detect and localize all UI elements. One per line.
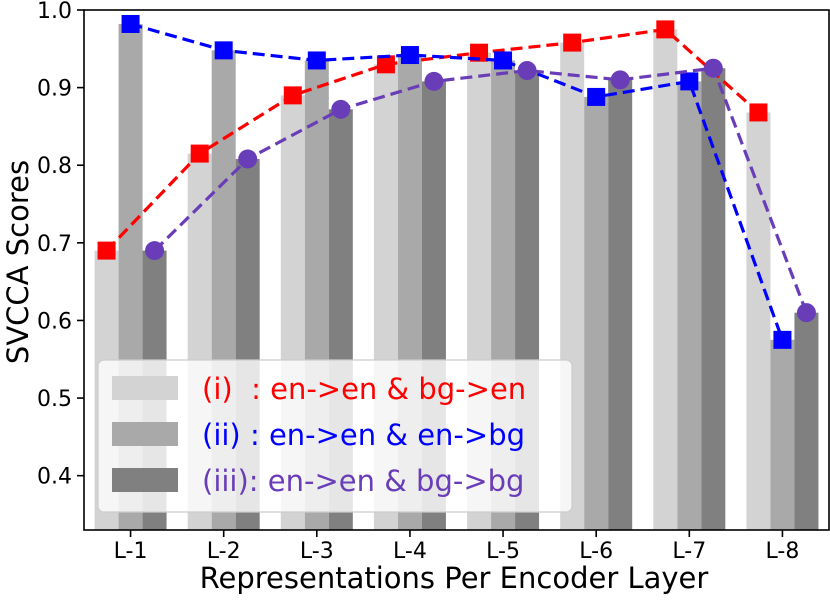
point-L-2-series-3	[238, 149, 258, 169]
point-L-3-series-2	[307, 51, 326, 70]
x-tick-label: L-8	[766, 539, 800, 564]
point-L-7-series-1	[656, 20, 675, 39]
y-axis-label: SVCCA Scores	[1, 160, 35, 364]
bar-L-7-series-2	[677, 81, 702, 530]
point-L-1-series-2	[121, 14, 140, 33]
legend-swatch-2	[112, 422, 178, 446]
x-axis-label: Representations Per Encoder Layer	[200, 561, 709, 595]
point-L-8-series-2	[773, 330, 792, 349]
point-L-3-series-1	[283, 86, 302, 105]
lines-layer	[97, 14, 816, 349]
y-tick-label: 0.7	[37, 232, 72, 257]
x-tick-label: L-3	[300, 539, 334, 564]
point-L-6-series-1	[563, 33, 582, 52]
point-L-4-series-1	[376, 55, 395, 74]
point-L-6-series-3	[610, 70, 630, 90]
y-tick-label: 0.9	[37, 77, 72, 102]
point-L-4-series-3	[424, 71, 444, 91]
legend-box	[97, 359, 573, 513]
point-L-1-series-3	[145, 241, 165, 261]
x-tick-label: L-7	[672, 539, 706, 564]
legend-label-1: (i) : en->en & bg->en	[202, 372, 526, 406]
bar-L-6-series-3	[608, 79, 633, 531]
legend-swatch-3	[112, 468, 178, 492]
bar-L-8-series-2	[770, 339, 795, 530]
y-tick-label: 1.0	[37, 0, 72, 24]
bar-L-8-series-3	[794, 312, 819, 530]
bar-L-8-series-1	[746, 112, 771, 531]
point-L-6-series-2	[587, 87, 606, 106]
y-tick-label: 0.6	[37, 309, 72, 334]
point-L-4-series-2	[400, 46, 419, 65]
plot-frame	[83, 9, 830, 531]
point-L-2-series-2	[214, 41, 233, 60]
legend-label-3: (iii): en->en & bg->bg	[202, 464, 524, 498]
x-tick-label: L-5	[486, 539, 520, 564]
y-tick-label: 0.5	[37, 387, 72, 412]
series-line-1	[105, 27, 760, 252]
legend-label-2: (ii) : en->en & en->bg	[202, 418, 525, 452]
x-tick-label: L-4	[393, 539, 427, 564]
point-L-7-series-2	[680, 72, 699, 91]
series-line-3	[153, 66, 808, 314]
bar-L-7-series-1	[653, 29, 678, 530]
legend: (i) : en->en & bg->en (ii) : en->en & en-…	[97, 359, 573, 513]
y-tick-label: 0.4	[37, 465, 72, 490]
axes-layer: 0.4 0.5 0.6 0.7 0.8 0.9 1.0 L-1 L-2 L-3 L-4 L-5 L-6 L…	[37, 0, 830, 564]
x-tick-label: L-6	[579, 539, 613, 564]
point-L-8-series-3	[796, 303, 816, 323]
point-L-5-series-3	[517, 61, 537, 81]
bar-L-7-series-3	[701, 68, 726, 530]
point-L-2-series-1	[190, 144, 209, 163]
point-L-3-series-3	[331, 99, 351, 119]
x-tick-label: L-1	[114, 539, 148, 564]
legend-swatch-1	[112, 376, 178, 400]
series-line-2	[130, 22, 784, 341]
point-L-1-series-1	[97, 241, 116, 260]
y-tick-label: 0.8	[37, 154, 72, 179]
point-L-5-series-2	[494, 51, 513, 70]
x-tick-label: L-2	[207, 539, 241, 564]
point-L-8-series-1	[749, 103, 768, 122]
bar-L-6-series-2	[584, 96, 609, 530]
point-L-7-series-3	[703, 58, 723, 78]
